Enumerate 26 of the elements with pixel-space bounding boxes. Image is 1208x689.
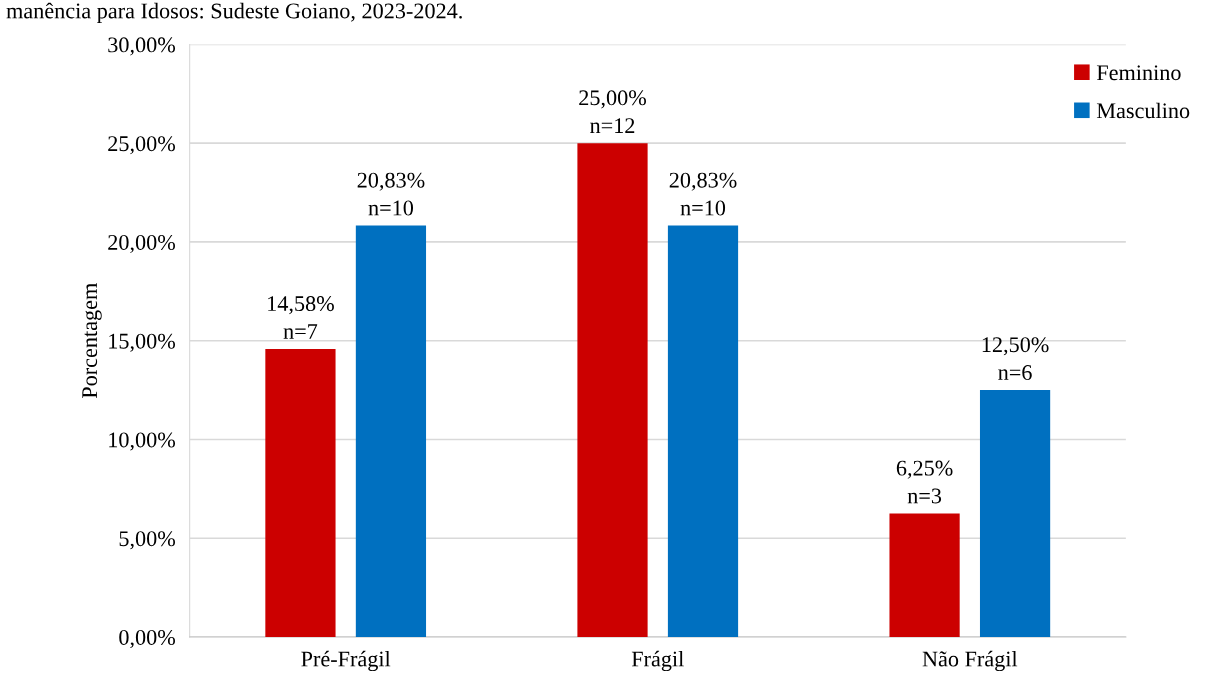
text: manência para Idosos: Sudeste Goiano, 2023-2024. xyxy=(6,2,462,23)
data-label: 20,83% n=10 xyxy=(669,172,737,216)
y-tick-label: 30,00% xyxy=(108,37,176,56)
x-tick-label: Frágil xyxy=(631,650,684,672)
x-tick-label: Não Frágil xyxy=(922,650,1018,672)
y-tick-label: 0,00% xyxy=(119,629,176,649)
bar xyxy=(889,513,960,637)
x-tick-label: Pré-Frágil xyxy=(301,650,391,672)
legend-label: Feminino xyxy=(1096,65,1181,81)
data-label: 6,25% n=3 xyxy=(896,460,953,504)
y-axis-title: Porcentagem xyxy=(82,283,102,399)
y-tick-label: 5,00% xyxy=(119,531,176,550)
bar xyxy=(979,390,1051,637)
data-label: 14,58% n=7 xyxy=(268,296,334,339)
data-label: 20,83% n=10 xyxy=(357,172,425,216)
y-tick-label: 10,00% xyxy=(109,432,176,451)
bar xyxy=(355,225,427,637)
y-tick-label: 25,00% xyxy=(108,136,176,155)
bar xyxy=(667,225,739,637)
bar xyxy=(577,143,648,637)
data-label: 12,50% n=6 xyxy=(982,337,1049,381)
data-label: 25,00% n=12 xyxy=(579,90,646,133)
y-tick-label: 20,00% xyxy=(108,234,176,254)
legend-label: Masculino xyxy=(1096,102,1190,119)
y-tick-label: 15,00% xyxy=(109,333,176,352)
bar xyxy=(265,349,336,637)
